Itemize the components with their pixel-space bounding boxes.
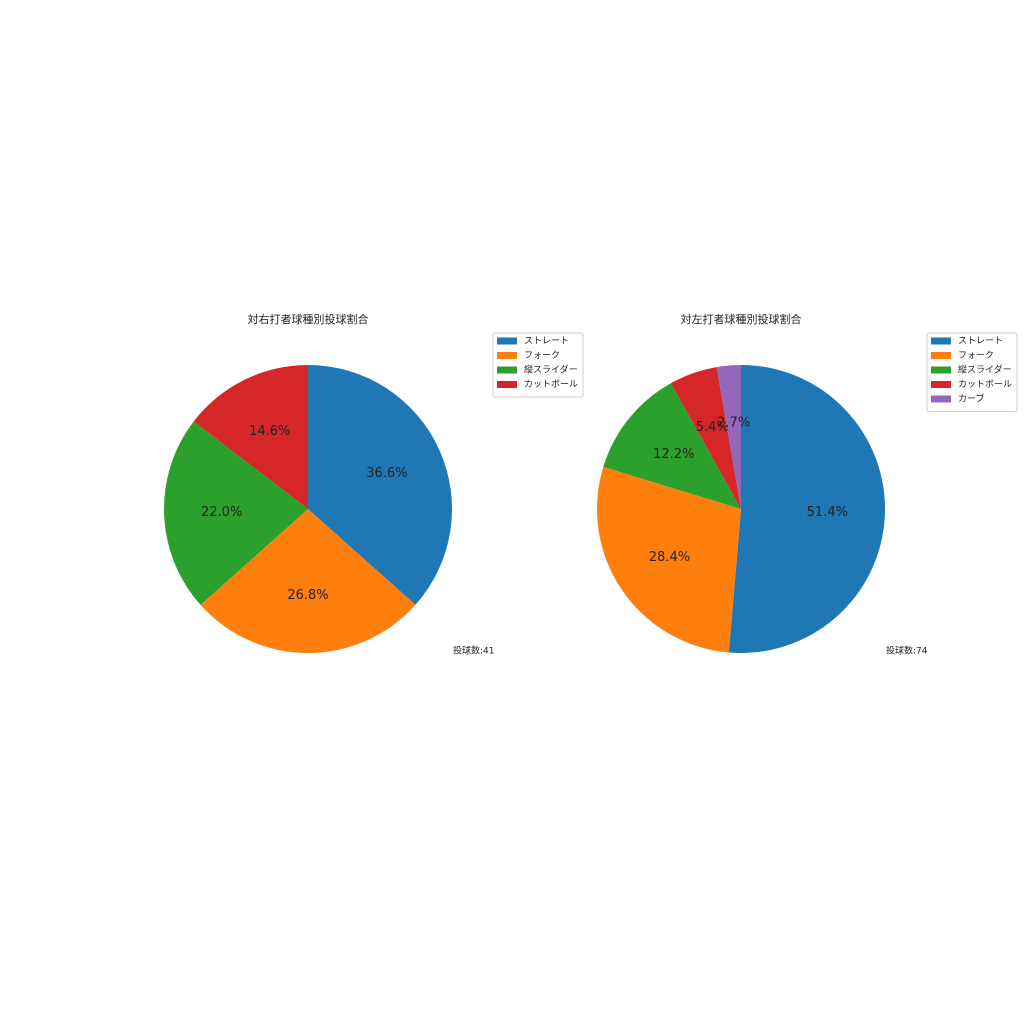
legend-label: カットボール bbox=[524, 379, 578, 390]
legend-swatch bbox=[931, 395, 951, 403]
pie-chart: 対右打者球種別投球割合 36.6% 26.8% 22.0% 14.6% ストレートフォーク… bbox=[163, 312, 584, 657]
legend-swatch bbox=[931, 366, 951, 374]
pie-slice bbox=[193, 365, 308, 509]
value-label: 51.4% bbox=[807, 505, 848, 520]
legend-swatch bbox=[931, 381, 951, 388]
legend-swatch bbox=[497, 381, 517, 388]
value-label: 26.8% bbox=[287, 588, 328, 603]
legend-swatch bbox=[931, 337, 951, 345]
annotation: 投球数:41 bbox=[453, 645, 495, 657]
annotation: 投球数:74 bbox=[886, 645, 928, 657]
legend-swatch bbox=[497, 352, 517, 359]
legend-label: カーブ bbox=[958, 393, 984, 405]
legend-swatch bbox=[497, 366, 517, 374]
value-label: 5.4% bbox=[696, 420, 729, 435]
value-label: 28.4% bbox=[649, 550, 690, 565]
value-label: 12.2% bbox=[653, 447, 694, 462]
value-label: 14.6% bbox=[249, 424, 290, 439]
chart-title: 対左打者球種別投球割合 bbox=[681, 312, 802, 326]
pie-slice bbox=[308, 365, 453, 605]
value-label: 2.7% bbox=[717, 415, 750, 430]
value-label: 36.6% bbox=[366, 466, 407, 481]
pie-slice bbox=[670, 367, 741, 509]
legend-label: フォーク bbox=[524, 350, 560, 361]
legend-label: 縦スライダー bbox=[524, 364, 578, 376]
legend-label: カットボール bbox=[958, 379, 1012, 390]
pie-slice bbox=[728, 365, 886, 654]
pie-slice bbox=[163, 421, 308, 605]
legend-label: フォーク bbox=[958, 350, 994, 361]
pie-slice bbox=[603, 383, 741, 509]
legend-swatch bbox=[497, 337, 517, 345]
pie-slice bbox=[200, 509, 416, 653]
pie-chart: 対左打者球種別投球割合 51.4% 28.4% 12.2%5.4%2.7% ストレートフ… bbox=[597, 312, 1018, 657]
legend-label: 縦スライダー bbox=[958, 364, 1012, 376]
legend-label: ストレート bbox=[524, 337, 569, 347]
pie-slice bbox=[597, 466, 741, 653]
chart-title: 対右打者球種別投球割合 bbox=[248, 312, 369, 326]
value-label: 22.0% bbox=[201, 505, 242, 520]
pie-slice bbox=[716, 365, 741, 509]
legend-label: ストレート bbox=[958, 337, 1003, 347]
legend-swatch bbox=[931, 352, 951, 359]
